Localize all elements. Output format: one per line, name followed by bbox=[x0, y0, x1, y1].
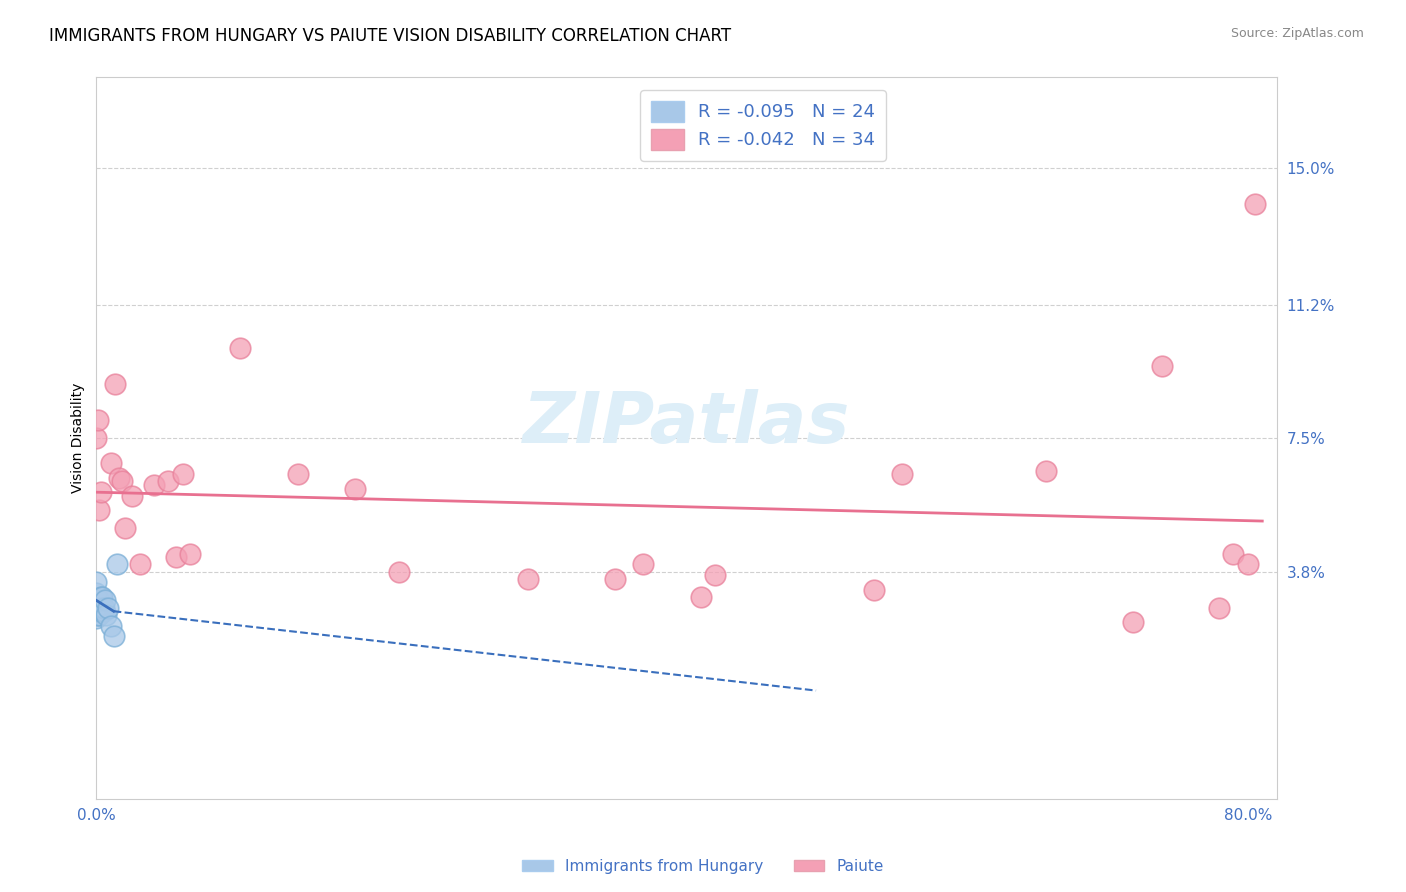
Point bbox=[111, 475, 134, 489]
Point bbox=[157, 475, 180, 489]
Point bbox=[128, 558, 150, 572]
Point bbox=[1035, 464, 1057, 478]
Point bbox=[891, 467, 914, 482]
Point bbox=[1244, 196, 1267, 211]
Point bbox=[1208, 600, 1230, 615]
Point bbox=[87, 413, 110, 427]
Point bbox=[94, 593, 117, 607]
Point bbox=[172, 467, 194, 482]
Point bbox=[91, 590, 114, 604]
Point bbox=[100, 456, 122, 470]
Point bbox=[1237, 558, 1260, 572]
Point bbox=[86, 600, 108, 615]
Point bbox=[105, 558, 128, 572]
Point bbox=[114, 521, 136, 535]
Point bbox=[89, 600, 111, 615]
Point bbox=[86, 604, 108, 618]
Point bbox=[1222, 547, 1244, 561]
Point bbox=[121, 489, 143, 503]
Point bbox=[87, 604, 110, 618]
Point bbox=[517, 572, 540, 586]
Point bbox=[86, 575, 108, 590]
Point bbox=[89, 607, 111, 622]
Legend: R = -0.095   N = 24, R = -0.042   N = 34: R = -0.095 N = 24, R = -0.042 N = 34 bbox=[640, 90, 886, 161]
Point bbox=[86, 586, 108, 600]
Point bbox=[87, 600, 110, 615]
Text: IMMIGRANTS FROM HUNGARY VS PAIUTE VISION DISABILITY CORRELATION CHART: IMMIGRANTS FROM HUNGARY VS PAIUTE VISION… bbox=[49, 27, 731, 45]
Text: ZIPatlas: ZIPatlas bbox=[523, 389, 851, 458]
Point bbox=[103, 630, 125, 644]
Point bbox=[86, 600, 108, 615]
Point bbox=[89, 593, 111, 607]
Point bbox=[1122, 615, 1144, 629]
Point bbox=[142, 478, 165, 492]
Point bbox=[165, 550, 187, 565]
Point bbox=[287, 467, 309, 482]
Point bbox=[1150, 359, 1173, 373]
Point bbox=[344, 482, 367, 496]
Point bbox=[603, 572, 626, 586]
Legend: Immigrants from Hungary, Paiute: Immigrants from Hungary, Paiute bbox=[516, 853, 890, 880]
Point bbox=[388, 565, 411, 579]
Point bbox=[86, 611, 108, 625]
Point bbox=[690, 590, 713, 604]
Text: Source: ZipAtlas.com: Source: ZipAtlas.com bbox=[1230, 27, 1364, 40]
Point bbox=[104, 376, 127, 391]
Point bbox=[90, 590, 112, 604]
Point bbox=[633, 558, 655, 572]
Point bbox=[179, 547, 201, 561]
Point bbox=[91, 600, 114, 615]
Point bbox=[229, 341, 252, 355]
Point bbox=[862, 582, 884, 597]
Point bbox=[93, 600, 115, 615]
Point bbox=[704, 568, 727, 582]
Point bbox=[108, 471, 131, 485]
Y-axis label: Vision Disability: Vision Disability bbox=[72, 383, 86, 493]
Point bbox=[96, 607, 118, 622]
Point bbox=[87, 607, 110, 622]
Point bbox=[86, 431, 108, 445]
Point bbox=[90, 604, 112, 618]
Point bbox=[100, 618, 122, 632]
Point bbox=[90, 485, 112, 500]
Point bbox=[93, 604, 115, 618]
Point bbox=[97, 600, 120, 615]
Point bbox=[89, 503, 111, 517]
